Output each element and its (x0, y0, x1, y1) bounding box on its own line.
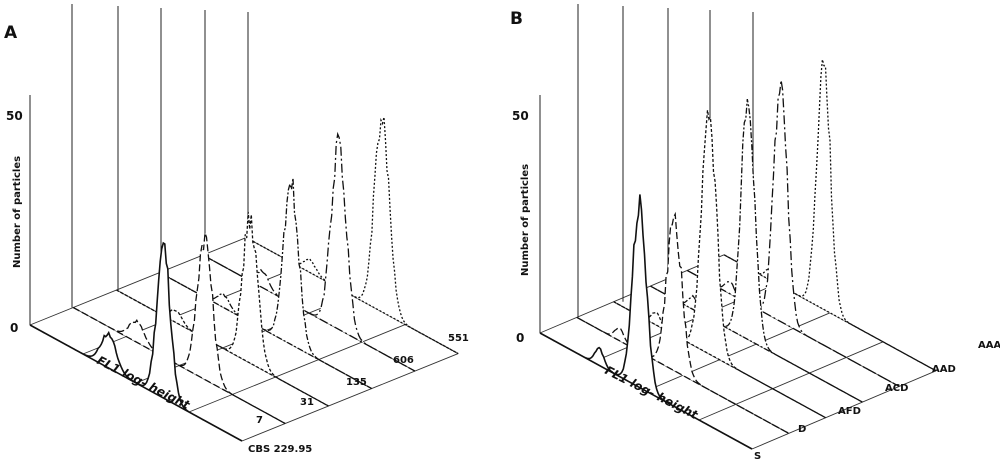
panel-a-xlabel: FL1 log- height (95, 353, 193, 412)
panel-b-ytick-50: 50 (512, 109, 529, 123)
panel-a-curves (29, 116, 459, 442)
category-label: AFD (838, 406, 861, 417)
histogram-cbs-229-95 (29, 241, 243, 442)
floor-column-line (698, 341, 884, 421)
histogram-s (539, 194, 753, 450)
histogram-7 (72, 232, 286, 425)
category-label: 7 (256, 415, 263, 426)
category-label: 606 (393, 355, 414, 366)
category-label: D (798, 424, 806, 435)
category-label: CBS 229.95 (248, 444, 312, 455)
panel-a-ylabel: Number of particles (12, 156, 23, 268)
histogram-acd (650, 98, 863, 403)
panel-a-category-labels: CBS 229.95 7 31 135 606 551 (248, 333, 469, 455)
floor-column-line (241, 353, 459, 442)
category-label: AAD (932, 364, 956, 375)
histogram-aad (686, 80, 900, 387)
panel-b-ylabel: Number of particles (520, 164, 531, 276)
histogram-135 (159, 178, 373, 390)
floor-column-line (188, 324, 406, 413)
panel-b-frame (539, 4, 937, 450)
category-label: S (754, 451, 761, 461)
floor-column-line (751, 370, 937, 450)
histogram-aaa (723, 59, 937, 372)
category-label: ACD (885, 383, 908, 394)
panel-b: B 50 0 Number of particles FL1 log- heig… (510, 4, 1000, 461)
panel-a-ytick-0: 0 (10, 321, 18, 335)
histogram-606 (202, 131, 416, 372)
panel-a-frame (29, 4, 459, 442)
panel-b-category-labels: S D AFD ACD AAD AAA (754, 340, 1000, 461)
panel-a-letter: A (4, 23, 18, 43)
category-label: 135 (346, 377, 367, 388)
panel-b-curves (539, 59, 937, 450)
panel-b-letter: B (510, 9, 523, 29)
histogram-31 (116, 211, 329, 407)
panel-b-ytick-0: 0 (516, 331, 524, 345)
floor-column-line (29, 237, 247, 326)
panel-a: A 50 0 Number of particles FL1 log- heig… (4, 4, 469, 455)
category-label: AAA (978, 340, 1000, 351)
histogram-d (576, 211, 790, 434)
panel-a-ytick-50: 50 (6, 109, 23, 123)
category-label: 551 (448, 333, 469, 344)
category-label: 31 (300, 397, 314, 408)
